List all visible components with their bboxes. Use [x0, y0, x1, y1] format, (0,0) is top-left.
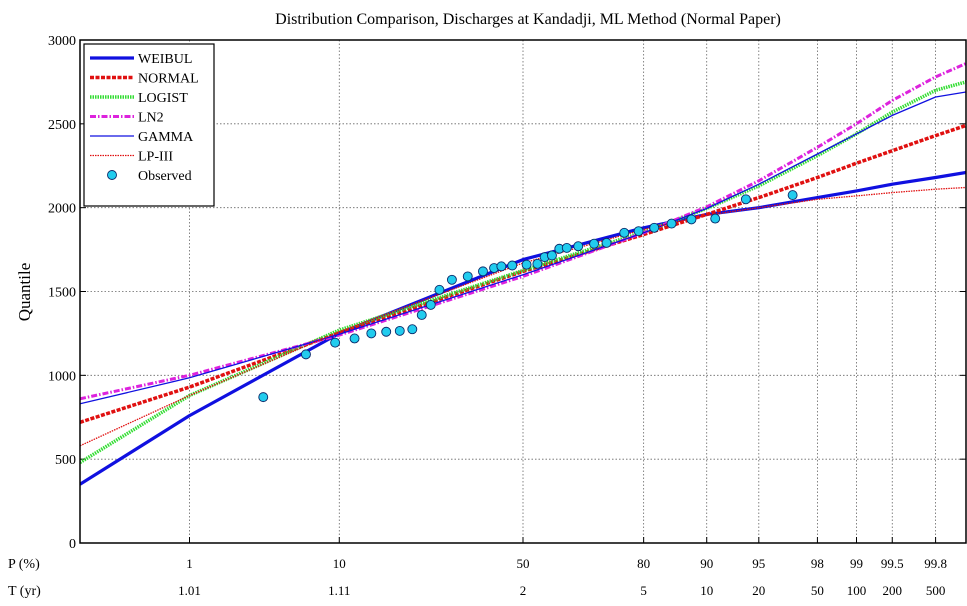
- point-observed: [330, 337, 341, 348]
- point-observed: [416, 310, 427, 320]
- x-tick-label-p: 98: [811, 556, 824, 571]
- legend-label: GAMMA: [138, 130, 194, 145]
- point-observed: [425, 299, 436, 310]
- point-observed: [462, 271, 473, 282]
- y-tick-label: 1500: [48, 286, 76, 301]
- point-observed: [589, 238, 600, 249]
- x-tick-label-t: 50: [811, 583, 824, 598]
- legend-label: NORMAL: [138, 72, 199, 87]
- point-observed: [546, 250, 557, 261]
- legend-box: [83, 43, 215, 207]
- x-tick-label-t: 1.01: [178, 583, 201, 598]
- point-observed: [633, 226, 644, 237]
- point-observed: [434, 284, 445, 295]
- y-tick-label: 2500: [48, 118, 76, 133]
- y-tick-label: 2000: [48, 202, 76, 217]
- plot-frame: [79, 39, 967, 544]
- legend-label: Observed: [138, 169, 192, 184]
- y-tick-label: 500: [55, 453, 76, 468]
- x-tick-label-t: 2: [520, 583, 527, 598]
- x-tick-label-p: 95: [752, 556, 765, 571]
- point-observed: [258, 392, 269, 403]
- x-tick-label-p: 99.8: [924, 556, 947, 571]
- legend: WEIBUL NORMAL LOGIST LN2 GAMMA LP-III Observed: [83, 43, 215, 207]
- x-tick-label-p: 10: [333, 556, 346, 571]
- point-observed: [649, 222, 660, 233]
- grid: [80, 40, 966, 543]
- point-observed: [366, 328, 377, 339]
- point-observed: [619, 227, 630, 238]
- point-observed: [710, 213, 721, 224]
- legend-label: LOGIST: [138, 91, 188, 106]
- point-observed: [521, 259, 532, 270]
- point-observed: [478, 266, 488, 277]
- x-tick-label-p: 90: [700, 556, 713, 571]
- x-tick-label-p: 80: [637, 556, 650, 571]
- x-tick-label-t: 5: [640, 583, 647, 598]
- point-observed: [394, 325, 405, 336]
- p-row-label: P (%): [8, 557, 40, 572]
- legend-swatch: [107, 170, 117, 180]
- point-observed: [407, 324, 418, 335]
- y-tick-label: 1000: [48, 369, 76, 384]
- legend-label: LN2: [138, 111, 164, 126]
- x-tick-label-p: 99: [850, 556, 863, 571]
- x-tick-label-p: 50: [517, 556, 530, 571]
- x-tick-label-t: 200: [883, 583, 903, 598]
- point-observed: [349, 333, 360, 344]
- y-tick-label: 0: [69, 537, 76, 552]
- x-tick-label-t: 1.11: [328, 583, 350, 598]
- point-observed: [446, 274, 457, 285]
- point-observed: [300, 349, 311, 360]
- t-row-label: T (yr): [8, 584, 41, 599]
- series-line-lp-iii: [80, 186, 966, 447]
- legend-label: WEIBUL: [138, 52, 192, 67]
- point-observed: [532, 258, 543, 269]
- point-observed: [573, 241, 584, 252]
- point-observed: [507, 260, 518, 271]
- series-line-logist: [80, 80, 966, 464]
- point-observed: [496, 261, 507, 272]
- x-tick-label-t: 100: [847, 583, 867, 598]
- point-observed: [787, 190, 798, 201]
- point-observed: [561, 242, 572, 253]
- series-line-ln2: [80, 62, 966, 401]
- series-group: [80, 62, 966, 486]
- x-tick-label-t: 500: [926, 583, 946, 598]
- x-tick-label-p: 1: [186, 556, 193, 571]
- y-axis-label: Quantile: [15, 263, 34, 322]
- y-tick-label: 3000: [48, 34, 76, 49]
- point-observed: [381, 326, 392, 337]
- point-observed: [740, 194, 751, 205]
- chart-title: Distribution Comparison, Discharges at K…: [275, 11, 781, 28]
- point-observed: [666, 218, 677, 229]
- x-tick-label-p: 99.5: [881, 556, 904, 571]
- point-observed: [601, 237, 612, 248]
- x-tick-label-t: 20: [752, 583, 765, 598]
- point-observed: [686, 214, 697, 225]
- legend-label: LP-III: [138, 150, 173, 165]
- series-line-gamma: [80, 91, 966, 405]
- x-axis-ticks: 1 1.01 10 1.11 50 2 80 5 90 10 95 20 98 50 99 100 99.5 20…: [178, 537, 947, 598]
- x-tick-label-t: 10: [700, 583, 713, 598]
